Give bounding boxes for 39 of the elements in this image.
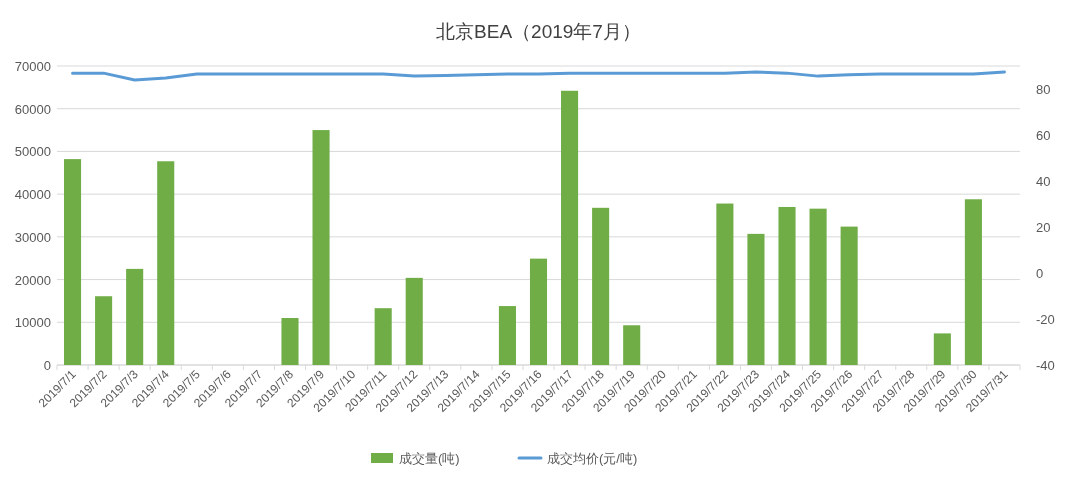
- line-series: [71, 70, 1006, 82]
- bar: [933, 333, 951, 365]
- y-tick-label: 60000: [14, 101, 51, 117]
- bar: [529, 258, 548, 365]
- bar: [716, 203, 734, 365]
- bar: [964, 199, 982, 365]
- bar: [809, 208, 827, 365]
- bar: [778, 206, 796, 365]
- bar: [561, 90, 579, 365]
- y-tick-label: 30000: [14, 229, 51, 245]
- bar: [157, 161, 175, 365]
- bar: [623, 325, 641, 365]
- y2-tick-label: 40: [1036, 174, 1051, 189]
- y-tick-label: 50000: [14, 144, 51, 160]
- y-tick-label: 70000: [14, 59, 51, 74]
- legend-label: 成交均价(元/吨): [547, 451, 638, 466]
- bar: [405, 277, 423, 365]
- bar: [281, 318, 299, 365]
- bar: [747, 233, 765, 365]
- bar: [126, 268, 144, 365]
- y-tick-label: 40000: [14, 187, 51, 203]
- bar: [498, 306, 516, 365]
- y2-tick-label: 20: [1036, 220, 1051, 235]
- y2-tick-label: 80: [1036, 82, 1051, 97]
- y2-tick-label: 0: [1036, 266, 1044, 281]
- legend-label: 成交量(吨): [399, 451, 460, 466]
- y-tick-label: 0: [43, 358, 51, 373]
- bar: [63, 159, 82, 365]
- y-tick-label: 20000: [14, 272, 51, 288]
- bar: [840, 226, 858, 365]
- y-tick-label: 10000: [14, 315, 51, 331]
- y2-tick-label: 60: [1036, 128, 1051, 143]
- bar: [374, 308, 392, 365]
- bar: [95, 296, 113, 365]
- bar: [312, 130, 330, 365]
- y2-tick-label: -20: [1036, 312, 1055, 327]
- chart-title: 北京BEA（2019年7月）: [436, 21, 641, 42]
- y2-tick-label: -40: [1036, 358, 1055, 373]
- bar: [592, 207, 610, 365]
